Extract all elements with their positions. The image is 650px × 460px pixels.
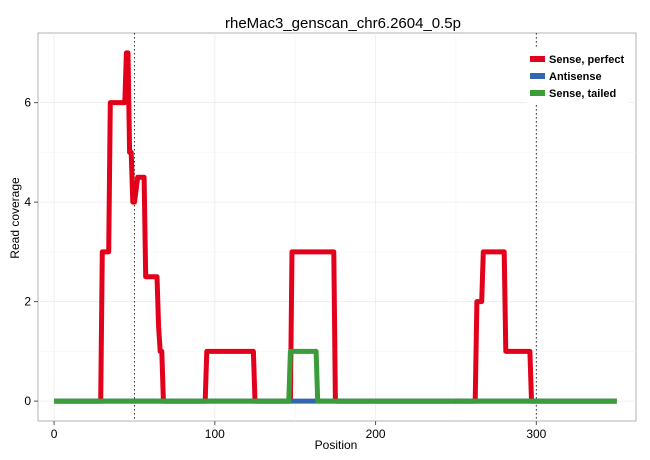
x-tick-label: 300 — [526, 427, 546, 441]
legend-swatch — [530, 90, 545, 96]
x-axis-label: Position — [315, 438, 358, 452]
series-lines — [54, 50, 617, 404]
chart-title: rheMac3_genscan_chr6.2604_0.5p — [225, 15, 461, 32]
legend-swatch — [530, 56, 545, 62]
series-line — [54, 50, 617, 404]
x-axis-ticks: 0 100 200 300 — [51, 421, 547, 441]
legend-swatch — [530, 73, 545, 79]
y-tick-label: 6 — [24, 96, 31, 110]
legend-label: Antisense — [549, 71, 602, 83]
legend-label: Sense, tailed — [549, 88, 616, 100]
y-axis-ticks: 0 2 4 6 — [24, 96, 38, 408]
y-tick-label: 4 — [24, 195, 31, 209]
y-axis-label: Read coverage — [8, 177, 22, 259]
y-tick-label: 2 — [24, 295, 31, 309]
x-tick-label: 100 — [205, 427, 225, 441]
x-tick-label: 0 — [51, 427, 58, 441]
legend-label: Sense, perfect — [549, 54, 625, 66]
legend: Sense, perfect Antisense Sense, tailed — [527, 49, 629, 104]
y-tick-label: 0 — [24, 394, 31, 408]
series-line — [54, 348, 617, 404]
x-tick-label: 200 — [366, 427, 386, 441]
